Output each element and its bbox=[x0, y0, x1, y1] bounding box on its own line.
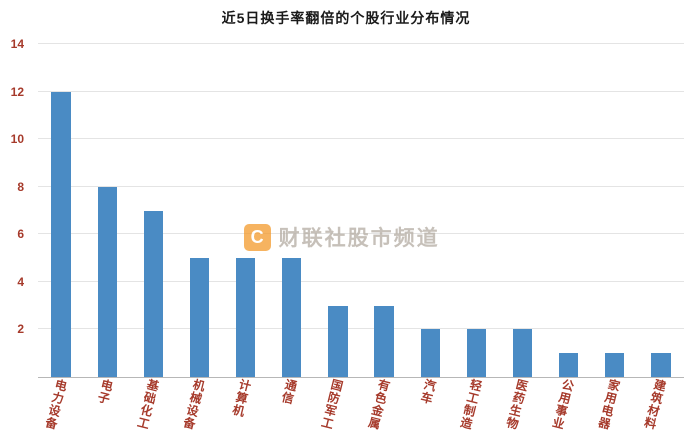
x-axis-cell: 通信 bbox=[269, 377, 315, 441]
bar-column bbox=[499, 44, 545, 377]
gridline bbox=[38, 138, 684, 140]
bar bbox=[512, 329, 533, 377]
y-axis: 2 4 6 8 10 12 14 bbox=[0, 37, 32, 377]
y-tick-label: 8 bbox=[17, 179, 24, 194]
y-tick-label: 2 bbox=[17, 322, 24, 337]
gridline bbox=[38, 90, 684, 92]
y-tick-label: 6 bbox=[17, 227, 24, 242]
x-axis-cell: 计算机 bbox=[223, 377, 269, 441]
y-tick-label: 12 bbox=[10, 84, 24, 99]
x-axis-label: 建筑材料 bbox=[642, 377, 669, 432]
bar bbox=[558, 353, 579, 377]
bar bbox=[235, 258, 256, 377]
bars-row bbox=[38, 44, 684, 377]
bar-column bbox=[38, 44, 84, 377]
x-axis: 电力设备 电子 基础化工 机械设备 计算机 通信 国防军工 有色金属 汽车 轻工制造 医药生物 公用事… bbox=[38, 377, 684, 441]
x-axis-cell: 医药生物 bbox=[499, 377, 545, 441]
bar bbox=[374, 305, 394, 377]
bar bbox=[51, 91, 71, 377]
bar bbox=[651, 353, 671, 377]
bar-column bbox=[269, 44, 315, 377]
x-axis-cell: 建筑材料 bbox=[638, 377, 684, 441]
bar bbox=[282, 258, 302, 377]
x-axis-cell: 有色金属 bbox=[361, 377, 407, 441]
x-axis-label: 基础化工 bbox=[134, 377, 161, 432]
x-axis-cell: 基础化工 bbox=[130, 377, 176, 441]
bar-column bbox=[546, 44, 592, 377]
x-axis-cell: 国防军工 bbox=[315, 377, 361, 441]
x-axis-label: 有色金属 bbox=[365, 377, 392, 432]
gridline bbox=[38, 280, 684, 282]
x-axis-label: 计算机 bbox=[229, 377, 253, 419]
plot-area: C 财联社股市频道 bbox=[38, 43, 684, 378]
y-tick-label: 10 bbox=[10, 132, 24, 147]
y-tick-label: 14 bbox=[10, 37, 24, 51]
x-axis-label: 公用事业 bbox=[549, 377, 576, 432]
y-tick-label: 4 bbox=[17, 274, 24, 289]
bar-column bbox=[130, 44, 176, 377]
gridline bbox=[38, 233, 684, 235]
bar-column bbox=[84, 44, 130, 377]
x-axis-label: 国防军工 bbox=[319, 377, 346, 432]
bar bbox=[466, 329, 487, 377]
bar-column bbox=[638, 44, 684, 377]
bar bbox=[97, 186, 117, 377]
x-axis-label: 电力设备 bbox=[42, 377, 69, 432]
bar bbox=[189, 258, 210, 377]
bar-column bbox=[453, 44, 499, 377]
gridline bbox=[38, 43, 684, 44]
bar bbox=[328, 305, 348, 377]
chart-title: 近5日换手率翻倍的个股行业分布情况 bbox=[221, 10, 471, 26]
bar bbox=[420, 329, 440, 377]
gridline bbox=[38, 328, 684, 330]
x-axis-label: 家用电器 bbox=[595, 377, 623, 432]
x-axis-cell: 家用电器 bbox=[592, 377, 638, 441]
x-axis-cell: 电子 bbox=[84, 377, 130, 441]
bar-column bbox=[315, 44, 361, 377]
x-axis-cell: 汽车 bbox=[407, 377, 453, 441]
x-axis-label: 医药生物 bbox=[503, 377, 530, 432]
bar-column bbox=[592, 44, 638, 377]
x-axis-cell: 轻工制造 bbox=[453, 377, 499, 441]
bar bbox=[143, 210, 164, 377]
x-axis-label: 通信 bbox=[279, 377, 300, 407]
x-axis-label: 汽车 bbox=[417, 377, 438, 407]
bar-column bbox=[176, 44, 222, 377]
bar-column bbox=[361, 44, 407, 377]
bar bbox=[605, 353, 625, 377]
gridline bbox=[38, 185, 684, 187]
x-axis-label: 电子 bbox=[94, 377, 115, 407]
x-axis-cell: 电力设备 bbox=[38, 377, 84, 441]
x-axis-label: 轻工制造 bbox=[457, 377, 484, 432]
bar-column bbox=[407, 44, 453, 377]
bar-column bbox=[223, 44, 269, 377]
x-axis-cell: 机械设备 bbox=[176, 377, 222, 441]
x-axis-cell: 公用事业 bbox=[546, 377, 592, 441]
x-axis-label: 机械设备 bbox=[180, 377, 207, 432]
